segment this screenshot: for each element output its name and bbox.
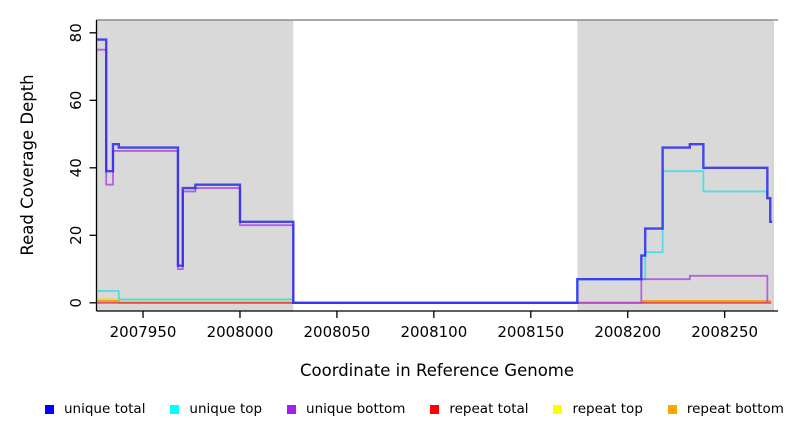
legend-item-unique-bottom: unique bottom	[287, 401, 405, 417]
legend-label: unique total	[64, 401, 146, 417]
x-tick-label: 2008050	[304, 323, 371, 341]
legend-label: unique top	[189, 401, 263, 417]
legend-label: repeat total	[449, 401, 529, 417]
legend-item-repeat-bottom: repeat bottom	[667, 401, 784, 417]
x-tick-label: 2008200	[594, 323, 661, 341]
x-tick-label: 2007950	[110, 323, 177, 341]
legend-item-repeat-total: repeat total	[430, 401, 529, 417]
x-tick-label: 2008250	[691, 323, 758, 341]
legend-item-unique-total: unique total	[45, 401, 145, 417]
legend-item-repeat-top: repeat top	[553, 401, 643, 417]
axes: 0 20 40 60 80 2007950 2008000 2008050 2008100 200…	[67, 20, 778, 341]
y-tick-label: 0	[67, 298, 85, 308]
x-tick-label: 2008100	[400, 323, 467, 341]
series-lines	[96, 38, 773, 304]
legend-swatch-icon	[667, 404, 677, 414]
legend-label: repeat bottom	[686, 401, 784, 417]
legend-label: unique bottom	[306, 401, 406, 417]
x-tick-label: 2008000	[207, 323, 274, 341]
y-axis-label: Read Coverage Depth	[18, 74, 37, 255]
series-line-unique-total	[96, 38, 773, 304]
left-shaded-region	[96, 20, 294, 311]
shaded-regions	[96, 20, 774, 311]
legend-item-unique-top: unique top	[170, 401, 262, 417]
plot-frame	[96, 19, 778, 311]
x-tick-label: 2008150	[497, 323, 564, 341]
legend-swatch-icon	[553, 404, 563, 414]
y-tick-label: 20	[67, 226, 85, 245]
y-tick-label: 60	[67, 91, 85, 110]
legend-swatch-icon	[45, 404, 54, 414]
legend: unique total unique top unique bottom repea…	[45, 396, 784, 422]
series-line-unique-top	[96, 170, 772, 304]
x-axis-label: Coordinate in Reference Genome	[300, 361, 574, 380]
y-tick-label: 80	[67, 23, 85, 42]
legend-swatch-icon	[430, 404, 440, 414]
legend-swatch-icon	[170, 404, 180, 414]
legend-swatch-icon	[287, 404, 297, 414]
y-tick-label: 40	[67, 158, 85, 177]
legend-label: repeat top	[572, 401, 643, 417]
right-shaded-region	[577, 20, 774, 311]
